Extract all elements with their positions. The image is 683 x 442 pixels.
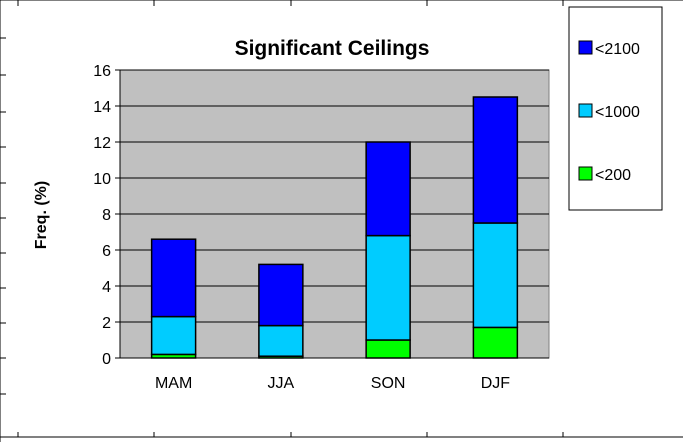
y-tick-labels: 0 2 4 6 8 10 12 14 16: [93, 63, 111, 368]
left-ruler: [0, 0, 6, 442]
bar-jja-series-1: [258, 324, 304, 357]
x-tick-labels: MAM JJA SON DJF: [155, 375, 510, 392]
y-tick-label: 10: [93, 171, 111, 188]
legend-swatch: [578, 40, 593, 55]
legend-label: <2100: [595, 41, 640, 58]
y-axis-label: Freq. (%): [33, 181, 50, 249]
y-tick-label: 14: [93, 99, 111, 116]
y-tick-label: 2: [102, 315, 111, 332]
chart-title: Significant Ceilings: [235, 37, 430, 60]
x-tick-label: JJA: [268, 375, 295, 392]
bar-son-series-1: [365, 234, 411, 341]
bar-jja-series-2: [258, 263, 304, 327]
bar-son-series-0: [365, 339, 411, 359]
y-tick-label: 0: [102, 351, 111, 368]
y-tick-label: 12: [93, 135, 111, 152]
x-tick-label: MAM: [155, 375, 192, 392]
legend-swatch: [578, 103, 593, 118]
y-tick-label: 4: [102, 279, 111, 296]
bar-mam-series-2: [150, 238, 197, 318]
legend-label: <1000: [595, 104, 640, 121]
y-tick-label: 6: [102, 243, 111, 260]
legend: <2100 <1000 <200: [568, 6, 663, 211]
legend-label: <200: [595, 167, 631, 184]
bar-djf-series-1: [472, 222, 519, 329]
bar-djf-series-0: [472, 326, 519, 359]
y-tick-label: 16: [93, 63, 111, 80]
x-tick-label: DJF: [481, 375, 511, 392]
x-tick-label: SON: [371, 375, 406, 392]
y-tick-label: 8: [102, 207, 111, 224]
legend-swatch: [578, 166, 593, 181]
bar-son-series-2: [365, 141, 411, 237]
bar-mam-series-1: [150, 315, 197, 356]
bar-djf-series-2: [472, 96, 519, 224]
bars: [150, 96, 519, 359]
